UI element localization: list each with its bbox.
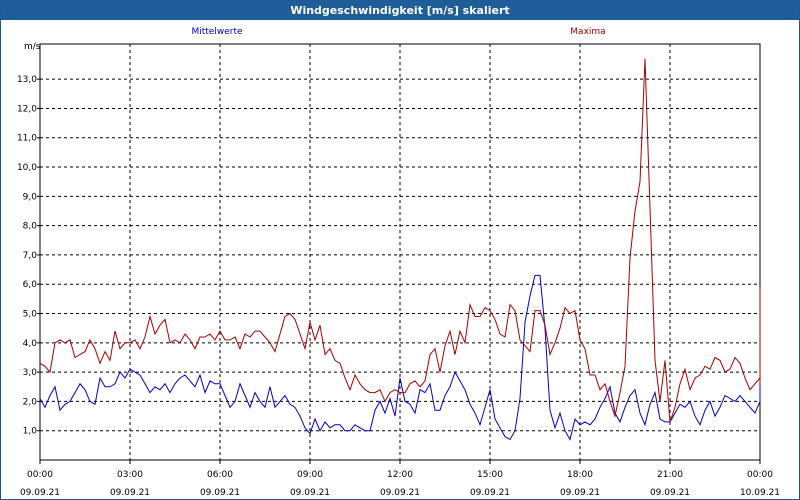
y-tick-label: 9,0 (23, 192, 38, 202)
y-tick-label: 8,0 (23, 222, 38, 232)
y-tick-label: 12,0 (17, 104, 37, 114)
legend-maxima: Maxima (570, 27, 605, 37)
x-tick-time-label: 03:00 (117, 470, 143, 480)
x-tick-date-label: 09.09.21 (200, 488, 240, 498)
x-tick-date-label: 10.09.21 (740, 488, 780, 498)
y-tick-label: 10,0 (17, 163, 37, 173)
y-tick-label: 13,0 (17, 75, 37, 85)
x-tick-time-label: 15:00 (477, 470, 503, 480)
y-tick-label: 1,0 (23, 427, 38, 437)
y-tick-label: 7,0 (23, 251, 38, 261)
x-tick-date-label: 09.09.21 (560, 488, 600, 498)
x-tick-date-label: 09.09.21 (290, 488, 330, 498)
y-axis-unit-label: m/s (24, 42, 41, 52)
y-tick-label: 2,0 (23, 397, 38, 407)
y-tick-label: 4,0 (23, 339, 38, 349)
x-tick-date-label: 09.09.21 (650, 488, 690, 498)
grid-lines (40, 44, 760, 460)
x-tick-time-label: 12:00 (387, 470, 413, 480)
y-tick-label: 5,0 (23, 310, 38, 320)
x-tick-time-label: 00:00 (27, 470, 53, 480)
x-tick-date-label: 09.09.21 (470, 488, 510, 498)
x-tick-time-label: 09:00 (297, 470, 323, 480)
x-tick-time-label: 18:00 (567, 470, 593, 480)
data-series (39, 58, 761, 441)
series-line-mittelwerte (39, 274, 761, 441)
y-axis: 1,0 2,0 3,0 4,0 5,0 6,0 7,0 8,0 9,0 10,0 11,0 12,0 1… (17, 75, 40, 437)
window-title: Windgeschwindigkeit [m/s] skaliert (1, 1, 799, 20)
legend-mittelwerte: Mittelwerte (191, 27, 242, 37)
x-tick-time-label: 00:00 (747, 470, 773, 480)
y-tick-label: 3,0 (23, 368, 38, 378)
y-tick-label: 6,0 (23, 280, 38, 290)
x-tick-date-label: 09.09.21 (110, 488, 150, 498)
x-tick-time-label: 21:00 (657, 470, 683, 480)
y-tick-label: 11,0 (17, 134, 37, 144)
x-tick-time-label: 06:00 (207, 470, 233, 480)
x-tick-date-label: 09.09.21 (20, 488, 60, 498)
x-tick-date-label: 09.09.21 (380, 488, 420, 498)
x-axis: 00:00 09.09.21 03:00 09.09.21 06:00 09.09.21 0… (20, 460, 780, 498)
series-line-maxima (39, 58, 761, 423)
